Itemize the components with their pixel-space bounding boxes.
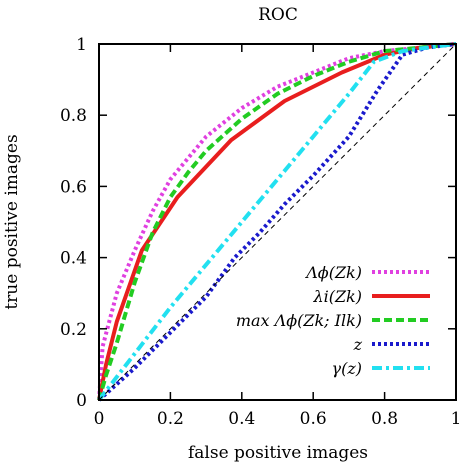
- y-axis-label: true positive images: [2, 134, 22, 309]
- diagonal-layer: [98, 43, 457, 401]
- x-tick-label: 0: [94, 409, 105, 429]
- legend-label-1: λi(Zk): [312, 287, 362, 306]
- y-tick-label: 0.8: [60, 106, 87, 126]
- series-layer: [97, 42, 457, 402]
- series-line-0: [97, 42, 457, 401]
- legend: Λϕ(Zk) λi(Zk) max Λϕ(Zk; Ilk) z γ(z): [236, 263, 430, 378]
- legend-label-2: max Λϕ(Zk; Ilk): [236, 311, 362, 330]
- legend-label-0: Λϕ(Zk): [304, 263, 362, 282]
- series-line-2: [97, 42, 457, 401]
- x-tick-label: 0.2: [157, 409, 184, 429]
- series-line-4: [97, 42, 457, 402]
- x-tick-label: 1: [451, 409, 462, 429]
- y-tick-label: 0.4: [60, 249, 87, 269]
- x-tick-label: 0.6: [300, 409, 327, 429]
- y-tick-label: 0.2: [60, 320, 87, 340]
- y-tick-label: 0: [76, 391, 87, 411]
- series-line-3: [97, 42, 457, 402]
- y-tick-label: 0.6: [60, 177, 87, 197]
- diagonal-reference-line: [98, 43, 457, 401]
- tick-layer: 0 0.2 0.4 0.6 0.8 1 0 0.2 0.4 0.6 0.8 1: [60, 35, 461, 429]
- x-tick-label: 0.4: [228, 409, 255, 429]
- legend-label-4: γ(z): [332, 359, 362, 378]
- series-line-1: [97, 42, 457, 401]
- y-tick-label: 1: [76, 35, 87, 55]
- x-axis-label: false positive images: [188, 443, 368, 463]
- legend-label-3: z: [353, 335, 363, 354]
- chart-title: ROC: [258, 5, 298, 25]
- plot-frame: [98, 43, 457, 401]
- x-tick-label: 0.8: [371, 409, 398, 429]
